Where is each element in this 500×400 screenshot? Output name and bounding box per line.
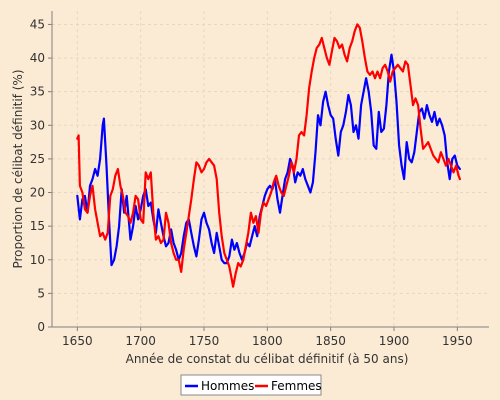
x-axis-title: Année de constat du célibat définitif (à… <box>126 352 409 366</box>
legend: Hommes Femmes <box>180 374 322 396</box>
series-lines <box>76 23 461 288</box>
x-tick-label: 1750 <box>189 334 220 348</box>
y-tick-label: 45 <box>30 17 45 31</box>
x-tick-label: 1950 <box>442 334 473 348</box>
y-tick-label: 35 <box>30 85 45 99</box>
series-line-hommes <box>76 53 461 267</box>
y-tick-label: 25 <box>30 152 45 166</box>
y-axis-ticks: 0 5 10 15 20 25 30 35 40 45 <box>30 17 52 334</box>
x-axis-ticks: 1650 1700 1750 1800 1850 1900 1950 <box>62 327 473 348</box>
series-line-femmes <box>76 23 461 288</box>
legend-label-hommes: Hommes <box>201 379 254 393</box>
y-axis-title: Proportion de célibat définitif (%) <box>11 69 25 268</box>
axes <box>51 11 489 328</box>
y-tick-label: 30 <box>30 118 45 132</box>
x-tick-label: 1800 <box>252 334 283 348</box>
x-tick-label: 1850 <box>315 334 346 348</box>
y-tick-label: 15 <box>30 219 45 233</box>
x-tick-label: 1900 <box>379 334 410 348</box>
legend-label-femmes: Femmes <box>271 379 322 393</box>
y-tick-label: 40 <box>30 51 45 65</box>
y-tick-label: 10 <box>30 253 45 267</box>
y-tick-label: 5 <box>37 286 45 300</box>
y-tick-label: 0 <box>37 320 45 334</box>
legend-box <box>180 374 322 396</box>
x-tick-label: 1650 <box>62 334 93 348</box>
y-tick-label: 20 <box>30 186 45 200</box>
x-tick-label: 1700 <box>125 334 156 348</box>
